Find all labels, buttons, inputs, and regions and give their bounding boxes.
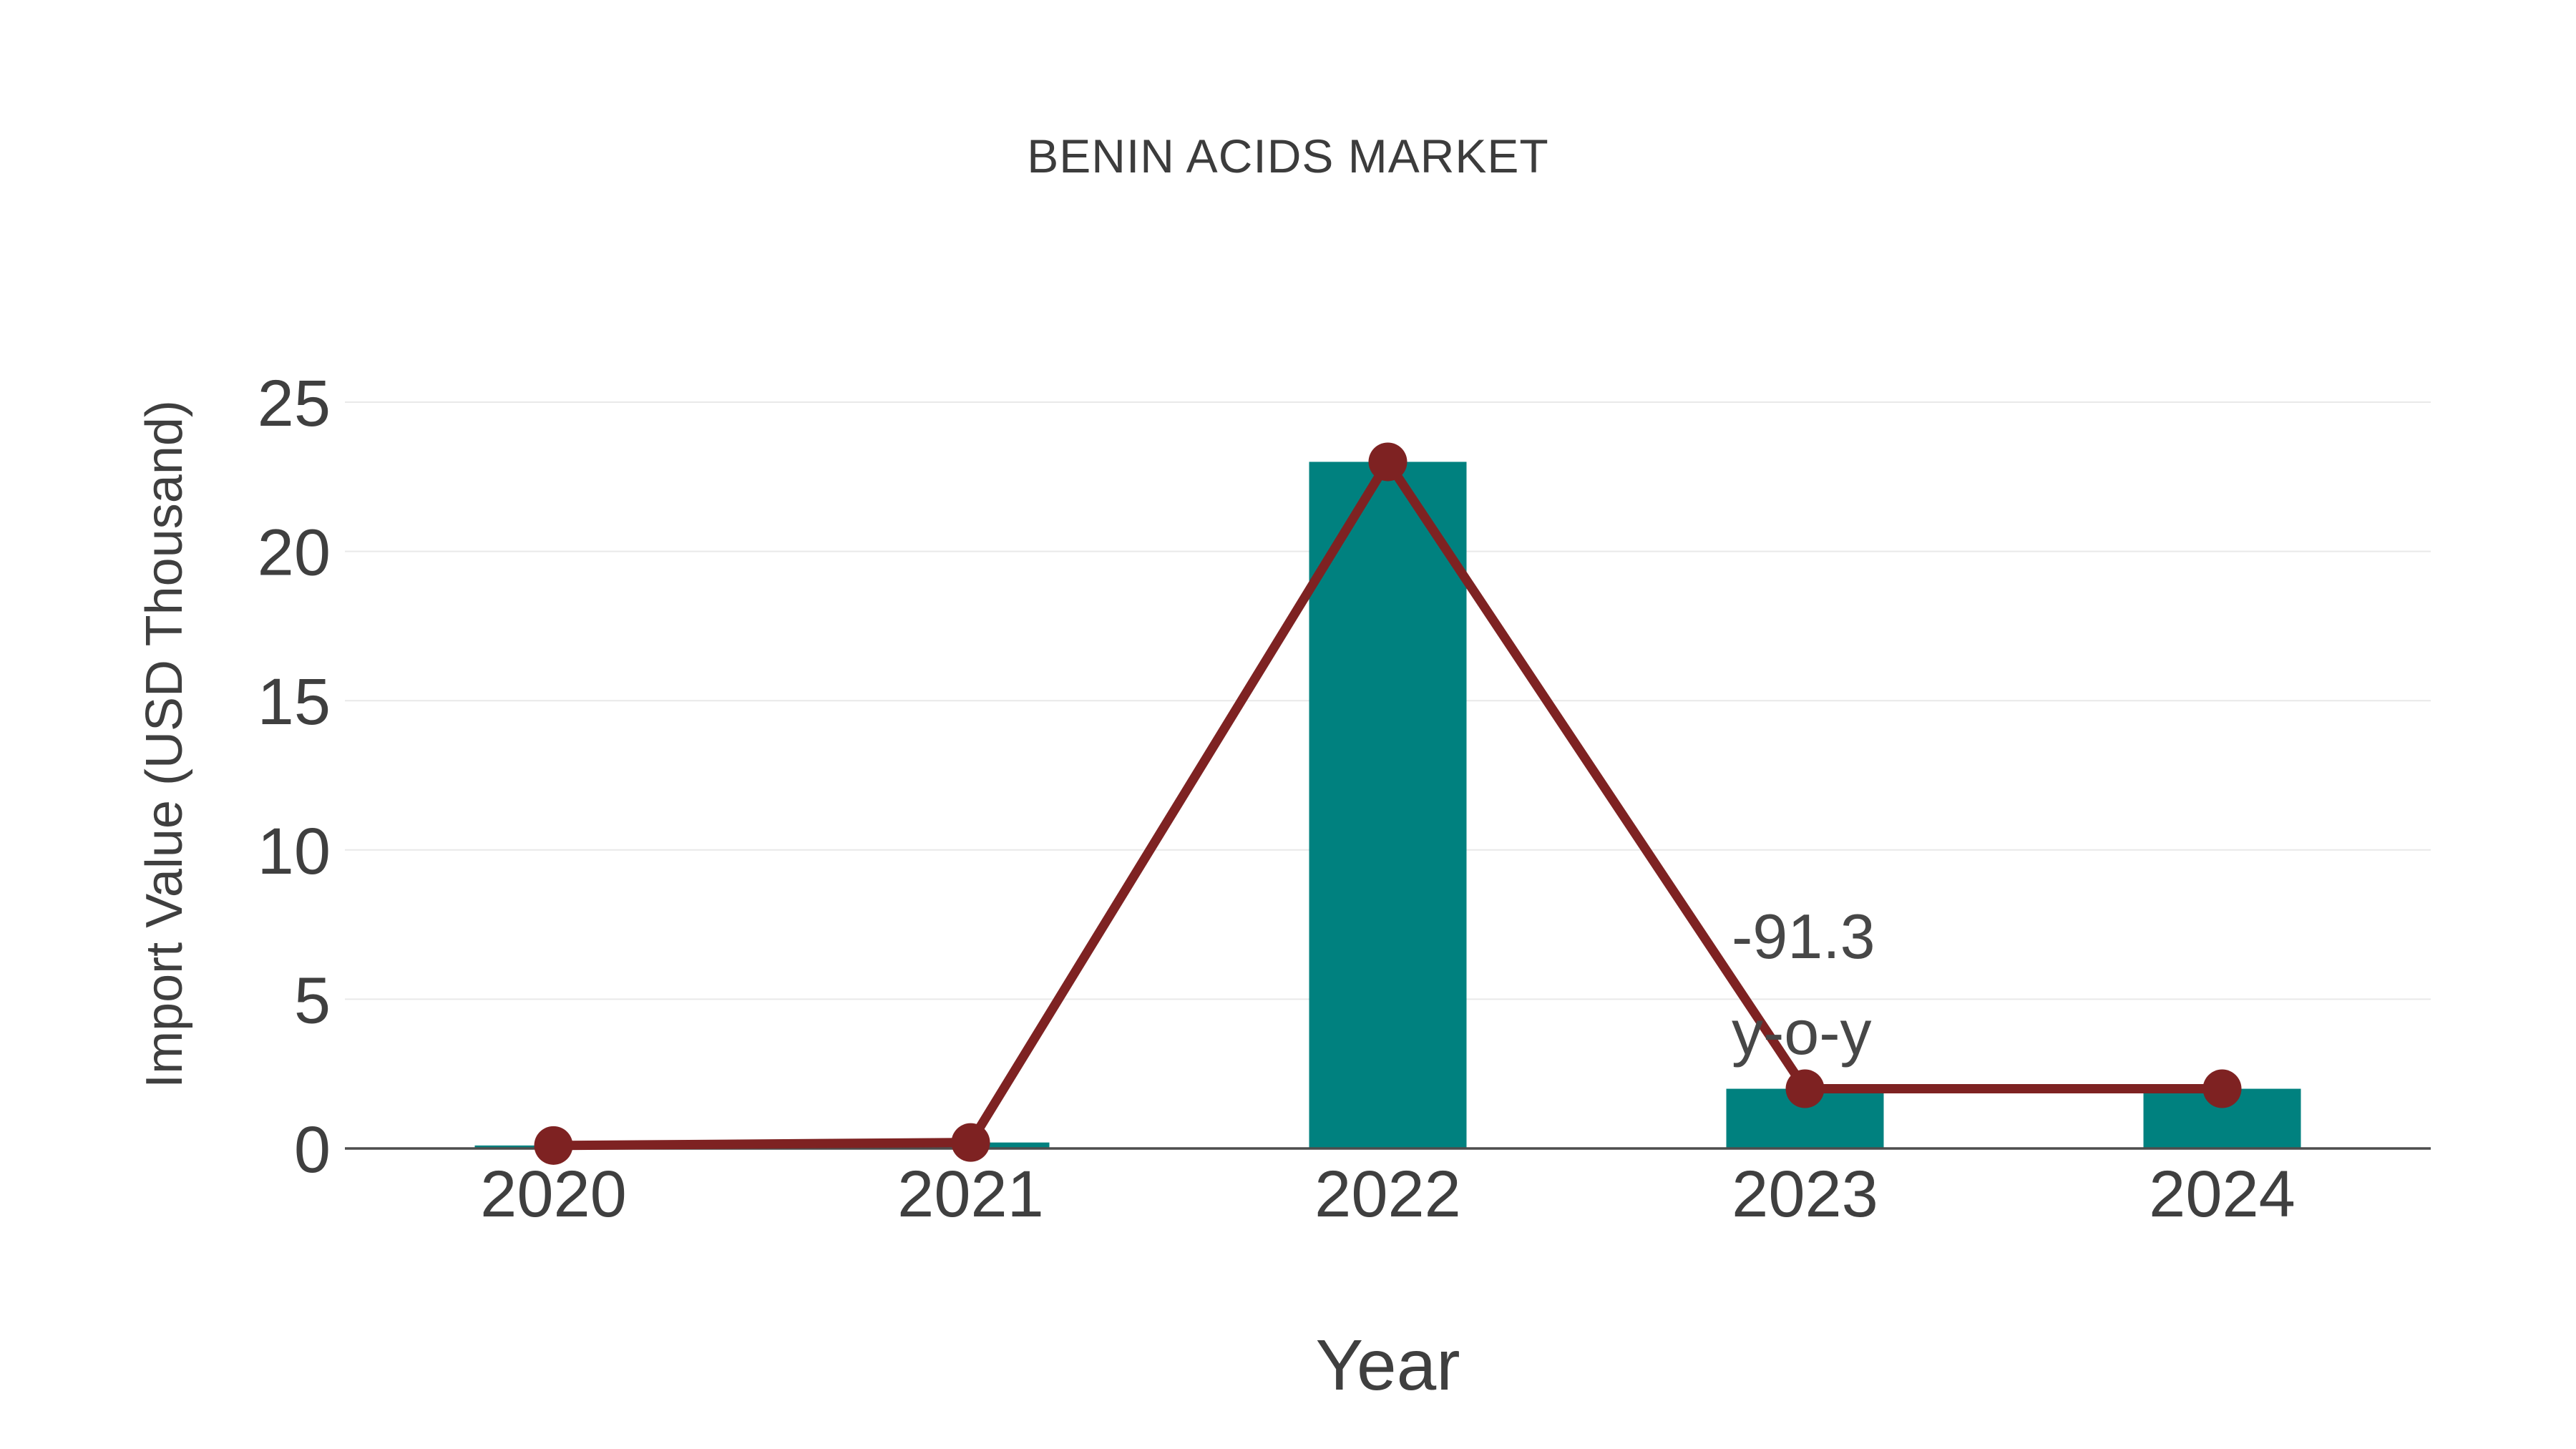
x-tick-label: 2023 bbox=[1732, 1158, 1878, 1231]
y-tick-labels: 0 5 10 15 20 25 bbox=[258, 367, 331, 1186]
line-markers bbox=[534, 442, 2242, 1165]
y-tick-label: 25 bbox=[258, 367, 331, 440]
yoy-annotation: -91.3 y-o-y bbox=[1732, 889, 1875, 1080]
marker-2022 bbox=[1368, 442, 1407, 482]
y-tick-label: 20 bbox=[258, 517, 331, 590]
y-tick-label: 15 bbox=[258, 665, 331, 738]
x-tick-label: 2024 bbox=[2149, 1158, 2296, 1231]
marker-2023 bbox=[1785, 1069, 1825, 1108]
y-tick-label: 10 bbox=[258, 815, 331, 888]
x-tick-label: 2020 bbox=[480, 1158, 627, 1231]
marker-2024 bbox=[2202, 1069, 2242, 1108]
x-axis-title: Year bbox=[1315, 1325, 1460, 1405]
x-tick-labels: 2020 2021 2022 2023 2024 bbox=[480, 1158, 2296, 1231]
yoy-annotation-value: -91.3 bbox=[1732, 901, 1875, 972]
y-tick-label: 0 bbox=[294, 1113, 331, 1186]
y-tick-label: 5 bbox=[294, 964, 331, 1037]
bar-series bbox=[474, 462, 2301, 1148]
marker-2021 bbox=[951, 1123, 990, 1162]
bar-2022 bbox=[1309, 462, 1467, 1148]
yoy-annotation-label: y-o-y bbox=[1732, 997, 1872, 1068]
marker-2020 bbox=[534, 1126, 573, 1165]
chart-title: BENIN ACIDS MARKET bbox=[1027, 130, 1549, 182]
x-tick-label: 2022 bbox=[1314, 1158, 1461, 1231]
x-tick-label: 2021 bbox=[897, 1158, 1044, 1231]
